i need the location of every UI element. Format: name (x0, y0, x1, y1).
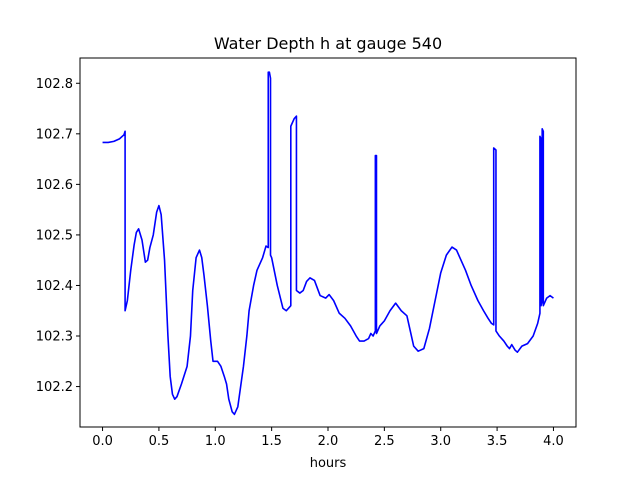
y-tick-label: 102.8 (36, 77, 73, 92)
x-tick-label: 3.5 (487, 434, 508, 449)
y-axis-ticks: 102.2 102.3 102.4 102.5 102.6 102.7 102.8 (36, 77, 80, 395)
x-tick-label: 0.5 (149, 434, 170, 449)
x-axis-ticks: 0.0 0.5 1.0 1.5 2.0 2.5 3.0 3.5 4.0 (92, 427, 564, 449)
chart-title: Water Depth h at gauge 540 (214, 34, 442, 53)
y-tick-label: 102.5 (36, 228, 73, 243)
y-tick-label: 102.3 (36, 330, 73, 345)
series-line (102, 71, 554, 416)
y-tick-label: 102.4 (36, 279, 73, 294)
x-tick-label: 1.5 (261, 434, 282, 449)
x-tick-label: 3.0 (430, 434, 451, 449)
plot-area (102, 71, 554, 416)
x-tick-label: 2.5 (374, 434, 395, 449)
plot-frame (79, 57, 577, 428)
x-tick-label: 0.0 (92, 434, 113, 449)
x-tick-label: 2.0 (318, 434, 339, 449)
y-tick-label: 102.6 (36, 178, 73, 193)
x-tick-label: 4.0 (543, 434, 564, 449)
y-tick-label: 102.2 (36, 380, 73, 395)
y-tick-label: 102.7 (36, 127, 73, 142)
x-axis-label: hours (310, 456, 347, 471)
x-tick-label: 1.0 (205, 434, 226, 449)
